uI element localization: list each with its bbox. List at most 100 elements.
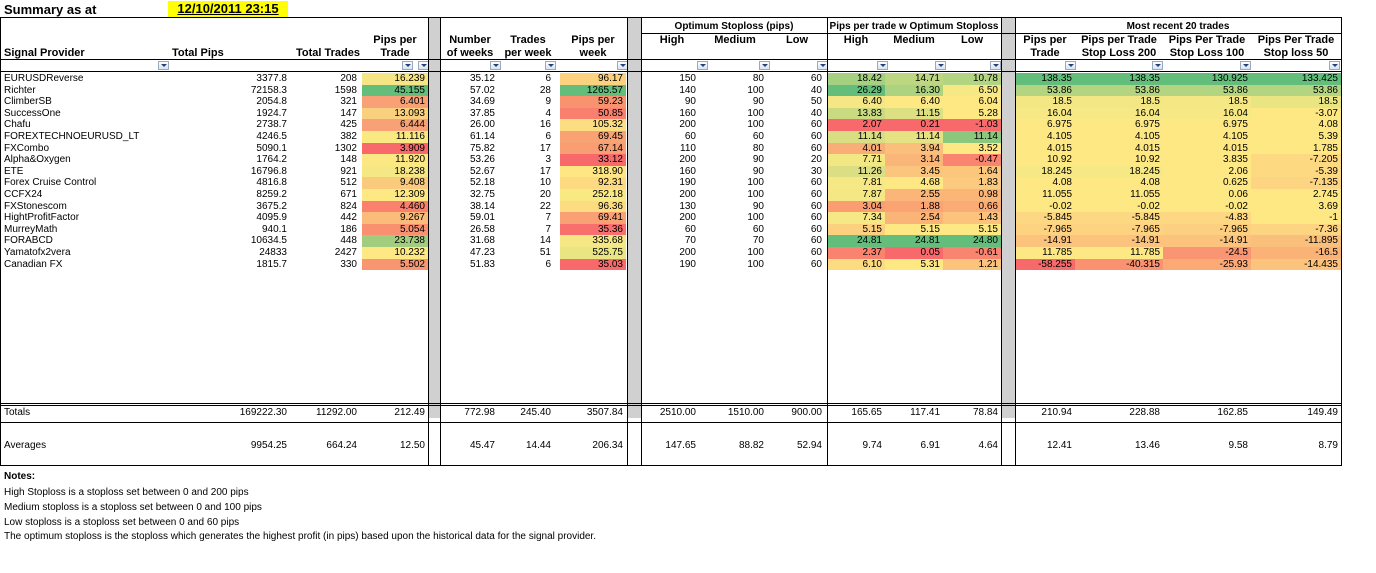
provider-name-cell[interactable]: CCFX24 xyxy=(4,189,43,200)
table-cell[interactable]: -0.61 xyxy=(943,247,1001,259)
table-cell[interactable]: 100 xyxy=(747,177,764,189)
table-cell[interactable]: 69.45 xyxy=(560,131,626,143)
table-cell[interactable]: 24.81 xyxy=(827,235,885,247)
table-cell[interactable]: 11.26 xyxy=(827,165,885,178)
table-cell[interactable]: 4.08 xyxy=(1075,177,1163,189)
table-cell[interactable]: 53.86 xyxy=(1015,84,1075,97)
table-cell[interactable]: 448 xyxy=(340,235,357,247)
table-cell[interactable]: 70 xyxy=(684,235,696,247)
table-cell[interactable]: -1 xyxy=(1251,212,1341,224)
table-cell[interactable]: 90 xyxy=(752,200,764,212)
table-cell[interactable]: 53.86 xyxy=(1251,84,1341,97)
table-cell[interactable]: -7.965 xyxy=(1075,223,1163,236)
table-cell[interactable]: 24833 xyxy=(259,247,287,258)
table-cell[interactable]: 150 xyxy=(679,73,696,84)
averages-cell[interactable]: 4.64 xyxy=(978,440,998,451)
table-cell[interactable]: 96.17 xyxy=(560,73,626,85)
table-cell[interactable]: 11.15 xyxy=(885,107,943,120)
table-cell[interactable]: 33.12 xyxy=(560,154,626,166)
table-cell[interactable]: 200 xyxy=(679,189,696,200)
table-cell[interactable]: 10 xyxy=(539,177,551,189)
table-cell[interactable]: 60 xyxy=(810,235,822,247)
table-cell[interactable]: 3.04 xyxy=(827,200,885,213)
table-cell[interactable]: -14.91 xyxy=(1075,235,1163,247)
table-cell[interactable]: 0.21 xyxy=(885,119,943,131)
table-cell[interactable]: 16796.8 xyxy=(250,165,287,177)
table-cell[interactable]: 3.14 xyxy=(885,154,943,166)
table-cell[interactable]: 22 xyxy=(539,200,551,212)
table-cell[interactable]: 53.86 xyxy=(1163,84,1251,97)
averages-cell[interactable]: 14.44 xyxy=(525,440,551,451)
table-cell[interactable]: 425 xyxy=(340,119,357,131)
table-cell[interactable]: 26.00 xyxy=(469,119,495,131)
table-cell[interactable]: -3.07 xyxy=(1251,107,1341,120)
table-cell[interactable]: 60 xyxy=(810,73,822,84)
table-cell[interactable]: 3.835 xyxy=(1163,154,1251,166)
table-cell[interactable]: 11.14 xyxy=(827,131,885,143)
table-cell[interactable]: 18.5 xyxy=(1015,96,1075,108)
table-cell[interactable]: 4 xyxy=(545,107,551,119)
table-cell[interactable]: 160 xyxy=(679,165,696,177)
table-cell[interactable]: 5.15 xyxy=(885,223,943,236)
table-cell[interactable]: 96.36 xyxy=(560,200,626,213)
averages-cell[interactable]: 9.74 xyxy=(862,440,882,451)
table-cell[interactable]: 6.50 xyxy=(943,84,1001,97)
table-cell[interactable]: 45.155 xyxy=(362,84,428,97)
table-cell[interactable]: 34.69 xyxy=(469,96,495,108)
table-cell[interactable]: 147 xyxy=(340,107,357,119)
table-cell[interactable]: 60 xyxy=(810,189,822,200)
table-cell[interactable]: 35.03 xyxy=(560,258,626,271)
table-cell[interactable]: 6.975 xyxy=(1015,119,1075,131)
table-cell[interactable]: 1.64 xyxy=(943,165,1001,178)
table-cell[interactable]: 6 xyxy=(545,73,551,84)
table-cell[interactable]: 100 xyxy=(747,258,764,270)
table-cell[interactable]: 11.116 xyxy=(362,131,428,143)
table-cell[interactable]: 92.31 xyxy=(560,177,626,189)
table-cell[interactable]: 72158.3 xyxy=(250,84,287,96)
provider-name-cell[interactable]: SuccessOne xyxy=(4,107,61,119)
totals-cell[interactable]: 228.88 xyxy=(1129,407,1160,418)
table-cell[interactable]: 671 xyxy=(340,189,357,200)
totals-cell[interactable]: 162.85 xyxy=(1217,407,1248,418)
averages-cell[interactable]: 45.47 xyxy=(469,440,495,451)
totals-cell[interactable]: 2510.00 xyxy=(659,407,696,418)
table-cell[interactable]: 4816.8 xyxy=(256,177,287,189)
table-cell[interactable]: 0.625 xyxy=(1163,177,1251,189)
table-cell[interactable]: 318.90 xyxy=(560,165,626,178)
table-cell[interactable]: 16.30 xyxy=(885,84,943,97)
averages-cell[interactable]: 8.79 xyxy=(1318,440,1338,451)
provider-name-cell[interactable]: MurreyMath xyxy=(4,223,58,235)
table-cell[interactable]: 6 xyxy=(545,258,551,270)
table-cell[interactable]: 60 xyxy=(810,258,822,270)
table-cell[interactable]: 31.68 xyxy=(469,235,495,247)
table-cell[interactable]: 252.18 xyxy=(560,189,626,201)
table-cell[interactable]: 4.105 xyxy=(1075,131,1163,143)
filter-dropdown-icon[interactable] xyxy=(990,61,1001,70)
table-cell[interactable]: 1924.7 xyxy=(256,107,287,119)
table-cell[interactable]: 5.15 xyxy=(827,223,885,236)
table-cell[interactable]: 24.81 xyxy=(885,235,943,247)
totals-cell[interactable]: 212.49 xyxy=(394,407,425,418)
table-cell[interactable]: -0.47 xyxy=(943,154,1001,166)
provider-name-cell[interactable]: FOREXTECHNOEURUSD_LT xyxy=(4,131,140,142)
table-cell[interactable]: -11.895 xyxy=(1251,235,1341,247)
table-cell[interactable]: 52.67 xyxy=(469,165,495,177)
table-cell[interactable]: 28 xyxy=(539,84,551,96)
provider-name-cell[interactable]: Alpha&Oxygen xyxy=(4,154,71,166)
table-cell[interactable]: 60 xyxy=(810,177,822,189)
table-cell[interactable]: 4.105 xyxy=(1163,131,1251,143)
table-cell[interactable]: 18.245 xyxy=(1015,165,1075,178)
table-cell[interactable]: 16.04 xyxy=(1015,107,1075,120)
table-cell[interactable]: 57.02 xyxy=(469,84,495,96)
table-cell[interactable]: 17 xyxy=(539,165,551,177)
table-cell[interactable]: -40.315 xyxy=(1075,258,1163,271)
table-cell[interactable]: 4.015 xyxy=(1015,142,1075,155)
table-cell[interactable]: 32.75 xyxy=(469,189,495,200)
table-cell[interactable]: 9 xyxy=(545,96,551,108)
table-cell[interactable]: 9.408 xyxy=(362,177,428,189)
table-cell[interactable]: 200 xyxy=(679,119,696,131)
table-cell[interactable]: -0.02 xyxy=(1163,200,1251,213)
table-cell[interactable]: 3.45 xyxy=(885,165,943,178)
table-cell[interactable]: 335.68 xyxy=(560,235,626,247)
provider-name-cell[interactable]: ETE xyxy=(4,165,24,177)
